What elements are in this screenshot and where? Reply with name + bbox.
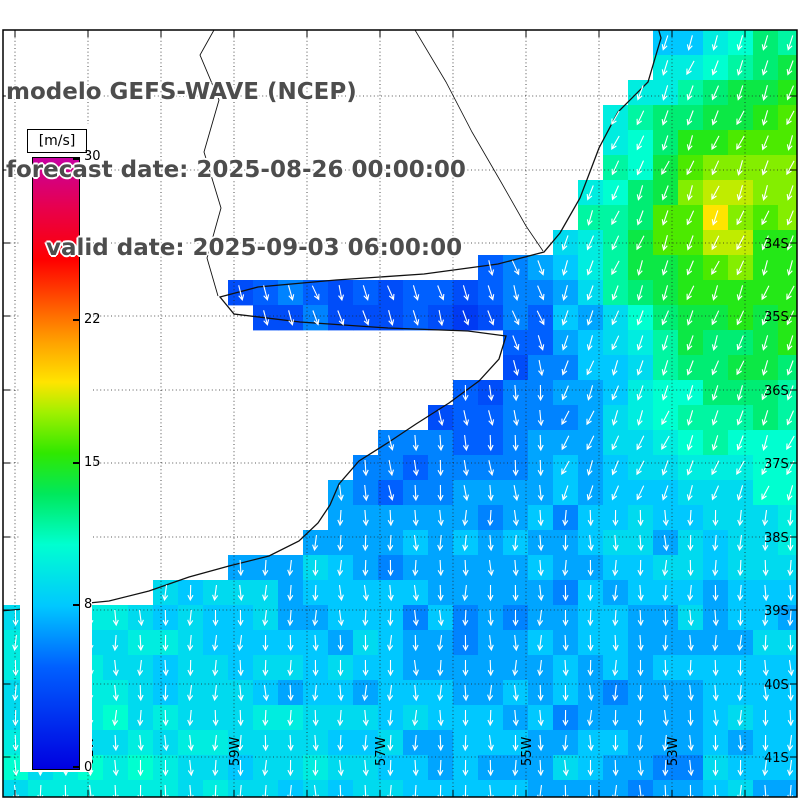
colorbar-tick: 22 (84, 311, 101, 327)
lat-label: 37S (764, 457, 789, 472)
lat-label: 38S (764, 531, 789, 546)
lon-label: 57W (374, 736, 389, 766)
lat-label: 35S (764, 310, 789, 325)
colorbar-tick-mark (73, 318, 79, 321)
colorbar-tick-mark (73, 461, 79, 464)
border-line (414, 30, 544, 252)
lat-label: 39S (764, 604, 789, 619)
lon-label: 59W (228, 736, 243, 766)
lon-label: 55W (520, 736, 535, 766)
colorbar-units-label: [m/s] (27, 129, 87, 153)
lat-label: 41S (764, 751, 789, 766)
wind-direction-arrows (12, 35, 795, 797)
colorbar-tick-mark (73, 604, 79, 607)
colorbar-tick: 0 (84, 760, 93, 775)
coastline (3, 30, 662, 612)
colorbar-tick: 30 (84, 149, 101, 164)
colorbar-tick: 8 (84, 597, 93, 613)
colorbar (32, 157, 80, 770)
map-frame (2, 29, 798, 798)
model-title: modelo GEFS-WAVE (NCEP) (6, 79, 357, 105)
forecast-date-line: forecast date: 2025-08-26 00:00:00 (6, 157, 466, 183)
title-block: modelo GEFS-WAVE (NCEP) forecast date: 2… (6, 27, 466, 313)
colorbar-tick: 15 (84, 454, 101, 470)
lon-label: 53W (666, 736, 681, 766)
frame-ticks (3, 30, 797, 797)
lat-label: 40S (764, 678, 789, 693)
lat-label: 36S (764, 384, 789, 399)
colorbar-tick-mark (73, 766, 79, 768)
valid-date-line: valid date: 2025-09-03 06:00:00 (46, 235, 463, 261)
river-line (199, 30, 222, 297)
lat-label: 34S (764, 237, 789, 252)
colorbar-tick-mark (73, 158, 79, 160)
